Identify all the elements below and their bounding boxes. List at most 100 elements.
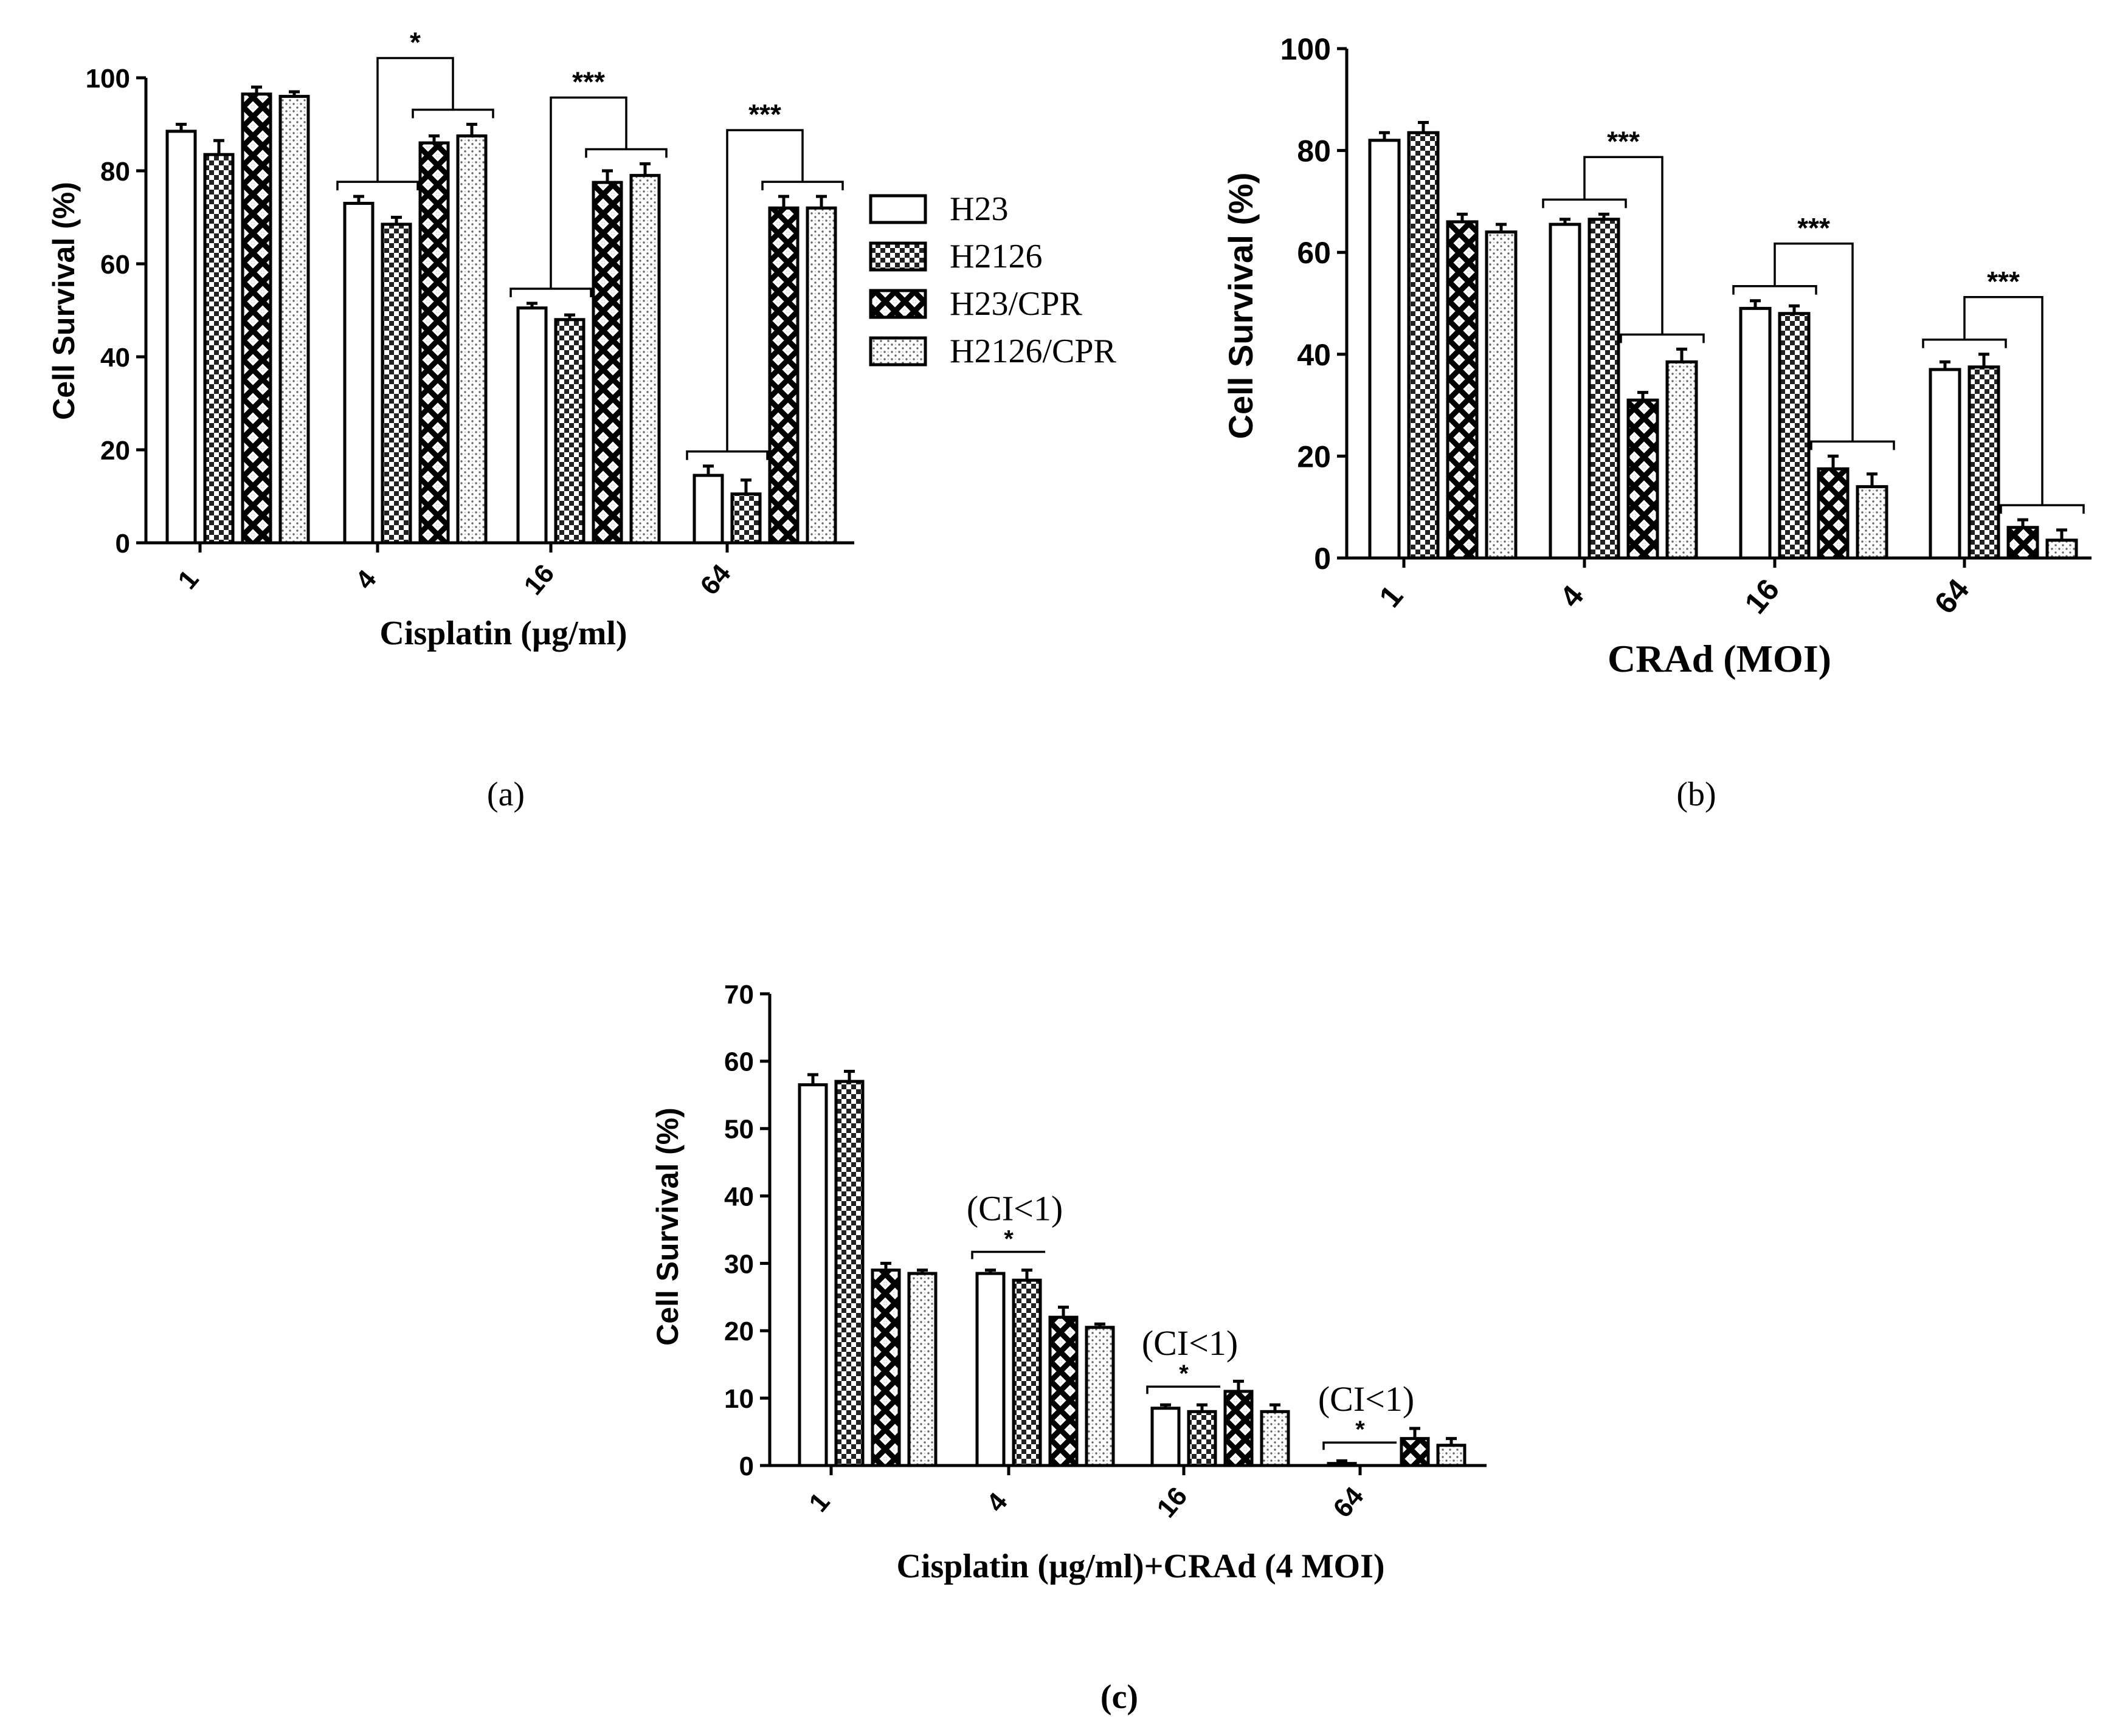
y-tick-label: 70 [724,980,754,1010]
significance-bracket: *** [686,98,844,460]
x-tick-label: 4 [1553,579,1591,613]
y-tick-label: 10 [724,1384,754,1414]
bar [871,1269,901,1467]
legend-label: H23/CPR [950,285,1082,323]
y-tick-label: 50 [724,1115,754,1145]
x-axis-label: CRAd (MOI) [1608,637,1831,680]
y-tick-label: 40 [100,343,130,373]
bar [1626,398,1659,560]
significance-star: *** [1607,125,1640,157]
legend-label: H23 [950,190,1008,228]
bar [516,306,548,545]
y-tick-label: 100 [86,64,130,94]
bar [554,318,586,545]
bar [343,202,375,545]
bar [592,181,623,545]
bar [1085,1326,1115,1467]
bar [1446,220,1479,560]
bar [1856,485,1888,560]
significance-bracket: *** [1732,212,1895,450]
significance-bracket: *(CI<1) [1142,1323,1238,1394]
ci-annotation: (CI<1) [1318,1379,1414,1419]
legend-label: H2126 [950,238,1042,275]
x-tick-label: 1 [172,565,204,595]
panel-label-c: (c) [1100,1678,1138,1716]
x-tick-label: 16 [518,559,560,601]
legend-swatch [869,289,927,319]
bar [629,174,661,545]
bar [1407,131,1440,560]
significance-bracket: *** [1922,266,2085,514]
y-tick-label: 0 [739,1452,754,1481]
bar [1260,1410,1290,1467]
bar [798,1083,828,1467]
x-tick-label: 1 [1373,579,1410,613]
significance-star: * [410,27,421,58]
legend-item: H23/CPR [869,285,1082,323]
bar [1436,1444,1466,1467]
significance-bracket: * [336,27,494,191]
bar [907,1272,938,1467]
x-tick-label: 1 [803,1487,835,1518]
y-tick-label: 20 [100,436,130,466]
bar [2045,539,2078,560]
x-tick-label: 64 [1327,1481,1369,1523]
significance-star: * [1179,1360,1189,1387]
bar [165,129,197,545]
legend-swatch [869,241,927,272]
bar [1150,1407,1181,1467]
bar [381,222,412,545]
bar [1929,368,1961,560]
y-tick-label: 80 [1297,134,1331,168]
y-tick-label: 60 [100,250,130,280]
y-tick-label: 20 [1297,439,1331,474]
bar [2006,526,2039,560]
bar [1817,467,1850,560]
y-tick-label: 40 [1297,338,1331,372]
y-tick-label: 0 [116,529,130,559]
bar [806,206,837,545]
y-axis-label: Cell Survival (%) [47,182,81,420]
bar [693,474,724,545]
bar [1223,1390,1254,1467]
significance-star: *** [748,98,781,130]
bar [1012,1278,1042,1467]
significance-star: *** [1797,212,1830,244]
significance-bracket: *(CI<1) [1318,1379,1414,1450]
x-tick-label: 16 [1151,1481,1193,1523]
bar [1327,1462,1357,1467]
significance-bracket: *** [1542,125,1705,343]
y-tick-label: 60 [724,1047,754,1077]
bar [1665,360,1698,560]
y-axis-label: Cell Survival (%) [651,1107,685,1346]
bar [975,1272,1006,1467]
bar [834,1080,865,1467]
y-tick-label: 100 [1280,32,1331,66]
significance-star: *** [572,66,605,98]
legend-item: H2126/CPR [869,332,1116,370]
significance-star: * [1355,1416,1365,1443]
x-tick-label: 64 [694,559,736,601]
bar [1400,1437,1430,1467]
x-axis-label: Cisplatin (µg/ml)+CRAd (4 MOI) [896,1548,1384,1585]
y-tick-label: 0 [1314,542,1331,576]
bar [1739,306,1772,560]
x-tick-label: 4 [981,1487,1014,1518]
bar [1587,218,1620,560]
significance-star: * [1004,1226,1014,1253]
panel-label-a: (a) [487,776,525,813]
legend: H23 H2126 H23/CPR H2126/CPR [869,190,1116,370]
bar [1048,1315,1079,1467]
legend-item: H2126 [869,238,1042,275]
y-tick-label: 80 [100,157,130,187]
bar [418,141,450,545]
legend-label: H2126/CPR [950,332,1116,370]
bar [241,92,272,545]
bar [1368,139,1401,560]
y-tick-label: 30 [724,1249,754,1279]
ci-annotation: (CI<1) [967,1189,1063,1228]
bar [1549,222,1581,560]
panel-a: Cell Survival (%) Cisplatin (µg/ml) (a) … [47,27,854,813]
ci-annotation: (CI<1) [1142,1323,1238,1363]
